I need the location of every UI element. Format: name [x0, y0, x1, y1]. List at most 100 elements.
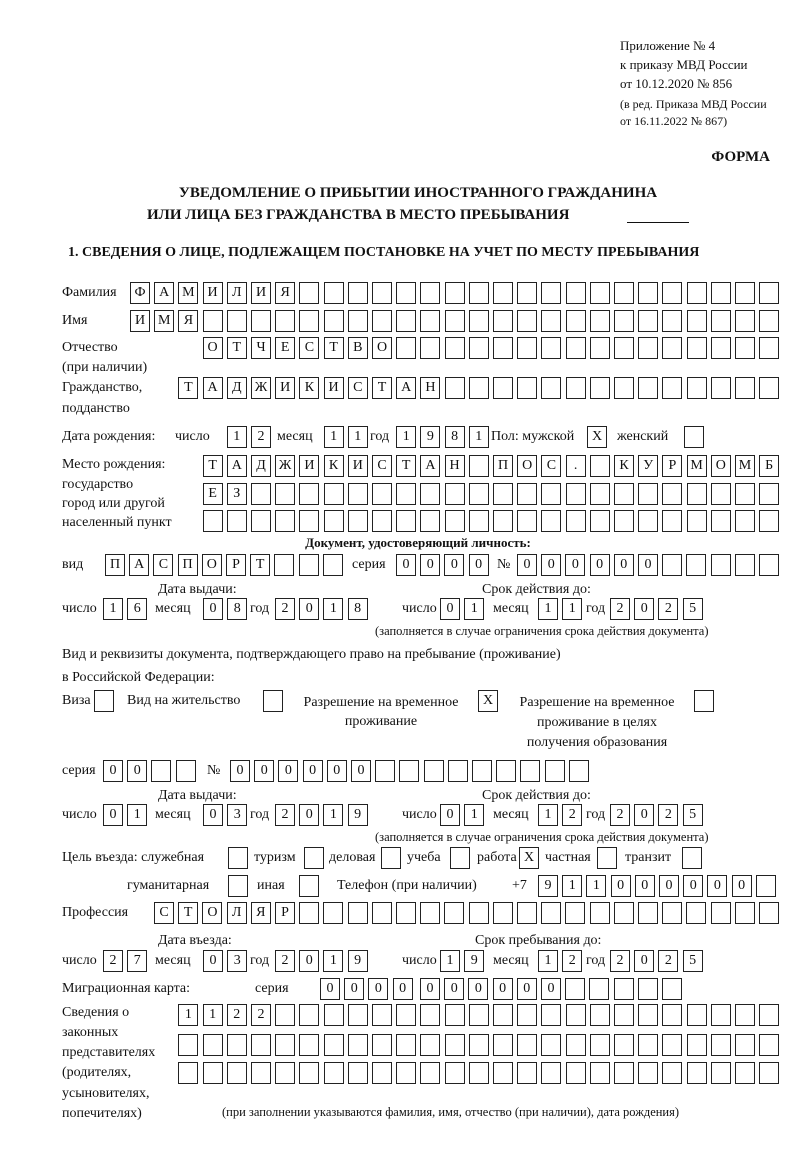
- reps-1-char-box[interactable]: [589, 1004, 610, 1026]
- surname-char-box[interactable]: [323, 282, 344, 304]
- birthplace-2-char-box[interactable]: [589, 483, 610, 505]
- permit-issue-month-char-box[interactable]: 3: [227, 804, 248, 826]
- birthplace-2-char-box[interactable]: З: [226, 483, 247, 505]
- surname-char-box[interactable]: [614, 282, 634, 304]
- birthplace-2-char-box[interactable]: [347, 483, 368, 505]
- reps-3-char-box[interactable]: [178, 1062, 199, 1084]
- reps-2-char-box[interactable]: [372, 1034, 392, 1056]
- reps-2-char-box[interactable]: [614, 1034, 634, 1056]
- profession-char-box[interactable]: [710, 902, 731, 924]
- permit-issue-year-char-box[interactable]: 1: [323, 804, 344, 826]
- permit-number-char-box[interactable]: [375, 760, 396, 782]
- birthplace-1-char-box[interactable]: С: [541, 455, 562, 477]
- permit-number-char-box[interactable]: [520, 760, 541, 782]
- birthplace-1-char-box[interactable]: А: [420, 455, 441, 477]
- birthplace-1-char-box[interactable]: Р: [662, 455, 683, 477]
- doc-number-char-box[interactable]: [734, 554, 755, 576]
- profession-char-box[interactable]: [613, 902, 634, 924]
- doc-issue-year-char-box[interactable]: 1: [323, 598, 344, 620]
- name-char-box[interactable]: [251, 310, 271, 332]
- reps-1-char-box[interactable]: [541, 1004, 562, 1026]
- reps-1-char-box[interactable]: 1: [178, 1004, 199, 1026]
- profession-char-box[interactable]: [444, 902, 465, 924]
- doc-series-char-box[interactable]: 0: [444, 554, 465, 576]
- reps-2-char-box[interactable]: [662, 1034, 683, 1056]
- reps-2-char-box[interactable]: [759, 1034, 780, 1056]
- permit-number-char-box[interactable]: 0: [254, 760, 275, 782]
- birthplace-3-char-box[interactable]: [517, 510, 538, 532]
- birthplace-2-char-box[interactable]: [565, 483, 586, 505]
- permit-issue-year-char-box[interactable]: 0: [299, 804, 320, 826]
- doc-number-char-box[interactable]: [686, 554, 707, 576]
- surname-char-box[interactable]: [396, 282, 417, 304]
- birthplace-1-char-box[interactable]: А: [226, 455, 247, 477]
- purpose-other-checkbox-box[interactable]: [299, 875, 319, 897]
- name-char-box[interactable]: [275, 310, 296, 332]
- citizenship-char-box[interactable]: [565, 377, 586, 399]
- reps-1-char-box[interactable]: [662, 1004, 683, 1026]
- reps-1-char-box[interactable]: [638, 1004, 659, 1026]
- phone-char-box[interactable]: [755, 875, 776, 897]
- doc-issue-month-char-box[interactable]: 0: [203, 598, 223, 620]
- birthplace-1-char-box[interactable]: О: [710, 455, 731, 477]
- birthplace-2-char-box[interactable]: [444, 483, 465, 505]
- phone-char-box[interactable]: 0: [683, 875, 704, 897]
- doc-valid-day-char-box[interactable]: 0: [440, 598, 460, 620]
- profession-char-box[interactable]: [420, 902, 441, 924]
- birthplace-1-char-box[interactable]: Д: [251, 455, 271, 477]
- permit-series-char-box[interactable]: [175, 760, 196, 782]
- reps-2-char-box[interactable]: [710, 1034, 731, 1056]
- birthplace-3-char-box[interactable]: [614, 510, 634, 532]
- place-of-stay-blank[interactable]: [627, 222, 689, 223]
- purpose-official-checkbox-box[interactable]: [228, 847, 248, 869]
- entry-day-char-box[interactable]: 7: [127, 950, 148, 972]
- reps-3-char-box[interactable]: [710, 1062, 731, 1084]
- profession-char-box[interactable]: Л: [226, 902, 247, 924]
- birthplace-3-char-box[interactable]: [710, 510, 731, 532]
- citizenship-char-box[interactable]: Т: [178, 377, 199, 399]
- profession-char-box[interactable]: [734, 902, 755, 924]
- reps-3-char-box[interactable]: [541, 1062, 562, 1084]
- permit-valid-month-char-box[interactable]: 1: [538, 804, 558, 826]
- migration-number-char-box[interactable]: 0: [444, 978, 465, 1000]
- reps-1-char-box[interactable]: [686, 1004, 707, 1026]
- permit-number-char-box[interactable]: [568, 760, 589, 782]
- reps-1-char-box[interactable]: [372, 1004, 392, 1026]
- birthplace-1-char-box[interactable]: О: [517, 455, 538, 477]
- surname-char-box[interactable]: [517, 282, 538, 304]
- profession-char-box[interactable]: [492, 902, 513, 924]
- reps-3-char-box[interactable]: [638, 1062, 659, 1084]
- patronymic-char-box[interactable]: Ч: [251, 337, 271, 359]
- reps-2-char-box[interactable]: [735, 1034, 755, 1056]
- birthplace-3-char-box[interactable]: [541, 510, 562, 532]
- migration-number-char-box[interactable]: [637, 978, 658, 1000]
- permit-issue-day-char-box[interactable]: 1: [127, 804, 148, 826]
- birthplace-3-char-box[interactable]: [444, 510, 465, 532]
- dob-year-char-box[interactable]: 8: [444, 426, 465, 448]
- birthplace-3-char-box[interactable]: [396, 510, 417, 532]
- doc-type-char-box[interactable]: П: [105, 554, 125, 576]
- birthplace-2-char-box[interactable]: [493, 483, 513, 505]
- doc-number-char-box[interactable]: 0: [589, 554, 610, 576]
- citizenship-char-box[interactable]: К: [299, 377, 320, 399]
- reps-1-char-box[interactable]: [323, 1004, 344, 1026]
- patronymic-char-box[interactable]: [589, 337, 610, 359]
- patronymic-char-box[interactable]: [565, 337, 586, 359]
- reps-1-char-box[interactable]: 1: [202, 1004, 223, 1026]
- reps-2-char-box[interactable]: [517, 1034, 538, 1056]
- birthplace-2-char-box[interactable]: [420, 483, 441, 505]
- migration-number-char-box[interactable]: 0: [541, 978, 561, 1000]
- rvp-edu-checkbox-box[interactable]: [694, 690, 714, 712]
- dob-year-char-box[interactable]: 1: [396, 426, 417, 448]
- sex-female-checkbox-box[interactable]: [684, 426, 704, 448]
- permit-valid-month-char-box[interactable]: 2: [562, 804, 583, 826]
- birthplace-3-char-box[interactable]: [202, 510, 223, 532]
- surname-char-box[interactable]: Ф: [130, 282, 150, 304]
- permit-valid-year-char-box[interactable]: 2: [610, 804, 630, 826]
- profession-char-box[interactable]: [347, 902, 368, 924]
- name-char-box[interactable]: [686, 310, 707, 332]
- citizenship-char-box[interactable]: [614, 377, 634, 399]
- doc-type-char-box[interactable]: Р: [226, 554, 246, 576]
- birthplace-3-char-box[interactable]: [275, 510, 296, 532]
- birthplace-1-char-box[interactable]: М: [735, 455, 755, 477]
